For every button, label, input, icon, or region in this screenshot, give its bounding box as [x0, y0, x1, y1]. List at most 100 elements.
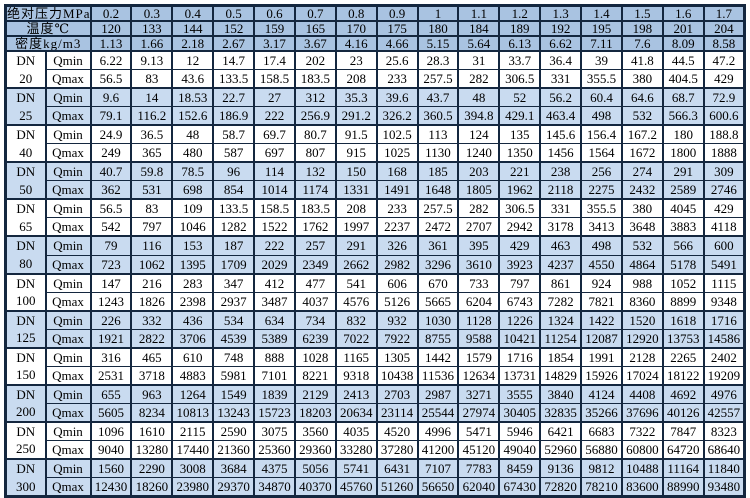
pressure-value-cell: 1.4 [580, 4, 623, 22]
qmax-value-cell: 429 [702, 69, 746, 90]
qmax-value-cell: 362 [89, 180, 133, 201]
density-value-cell: 4.66 [375, 35, 419, 52]
qmin-value-cell: 256 [580, 161, 623, 182]
qmin-value-cell: 36.5 [130, 124, 174, 145]
dn-size-label: 300 [16, 478, 36, 494]
density-row-label: 密度kg/m3 [4, 35, 92, 52]
qmax-value-cell: 116.2 [130, 106, 174, 127]
dn-prefix-label: DN [16, 90, 36, 106]
qmax-value-cell: 2531 [89, 365, 133, 386]
qmin-value-cell: 69.7 [253, 124, 296, 145]
qmin-value-cell: 79 [89, 235, 133, 256]
qmin-value-cell: 5946 [498, 420, 542, 441]
dn250-qmin-row: DN 250 Qmin 1096 1610 2115 2590 3075 3560 4035 452… [4, 420, 746, 461]
qmax-value-cell: 1648 [416, 180, 460, 201]
qmax-value-cell: 2822 [130, 328, 174, 349]
qmin-value-cell: 208 [334, 198, 378, 219]
qmin-value-cell: 203 [457, 161, 501, 182]
qmin-value-cell: 158.5 [253, 198, 296, 219]
qmin-value-cell: 216 [130, 272, 174, 293]
qmax-value-cell: 542 [89, 217, 133, 238]
temperature-value-cell: 189 [498, 20, 542, 37]
qmax-value-cell: 30405 [498, 402, 542, 423]
qmax-value-cell: 158.5 [253, 69, 296, 90]
qmax-value-cell: 18203 [293, 402, 337, 423]
qmin-value-cell: 3271 [457, 383, 501, 404]
qmin-value-cell: 932 [375, 309, 419, 330]
dn-prefix-label: DN [16, 461, 36, 477]
pressure-header-row: 绝对压力MPa 0.2 0.3 0.4 0.5 0.6 0.7 0.8 0.9 1 1.1 1.2 1.… [4, 4, 746, 22]
qmin-value-cell: 56.5 [89, 198, 133, 219]
qmax-value-cell: 2662 [334, 254, 378, 275]
qmin-value-cell: 1052 [661, 272, 705, 293]
qmin-value-cell: 316 [89, 346, 133, 367]
dn-size-label: 50 [19, 181, 33, 197]
qmin-value-cell: 153 [171, 235, 215, 256]
density-value-cell: 4.16 [334, 35, 378, 52]
dn-size-label: 150 [16, 367, 36, 383]
qmax-value-cell: 5389 [253, 328, 296, 349]
qmax-value-cell: 7101 [253, 365, 296, 386]
qmax-value-cell: 4883 [171, 365, 215, 386]
qmax-value-cell: 10438 [375, 365, 419, 386]
qmin-value-cell: 331 [539, 198, 582, 219]
density-value-cell: 2.67 [212, 35, 255, 52]
dn200-qmax-row: Qmax 5605 8234 10813 13243 15723 18203 20634 231… [6, 402, 746, 423]
qmin-value-cell: 1096 [89, 420, 133, 441]
qmax-value-cell: 355.5 [580, 69, 623, 90]
qmax-value-cell: 67430 [498, 476, 542, 498]
dn100-qmax-row: Qmax 1243 1826 2398 2937 3487 4037 4576 5126 5665… [6, 291, 746, 312]
qmax-value-cell: 49040 [498, 439, 542, 461]
qmax-value-cell: 2237 [375, 217, 419, 238]
qmin-value-cell: 4045 [661, 198, 705, 219]
qmin-value-cell: 183.5 [293, 198, 337, 219]
dn65-qmin-row: DN 65 Qmin 56.5 83 109 133.5 158.5 183.5 208 233 25… [4, 198, 746, 238]
qmax-value-cell: 1456 [539, 143, 582, 164]
dn40-qmin-row: DN 40 Qmin 24.9 36.5 48 58.7 69.7 80.7 91.5 102.5 1… [4, 124, 746, 164]
pressure-value-cell: 1.5 [620, 4, 664, 22]
qmax-value-cell: 1826 [130, 291, 174, 312]
qmax-value-cell: 566.3 [661, 106, 705, 127]
qmin-value-cell: 132 [293, 161, 337, 182]
qmin-value-cell: 6.22 [89, 50, 133, 71]
qmin-value-cell: 566 [661, 235, 705, 256]
qmax-value-cell: 1350 [498, 143, 542, 164]
qmin-value-cell: 257 [293, 235, 337, 256]
qmax-value-cell: 1709 [212, 254, 255, 275]
qmax-value-cell: 587 [212, 143, 255, 164]
qmax-value-cell: 1240 [457, 143, 501, 164]
temperature-value-cell: 201 [661, 20, 705, 37]
qmin-value-cell: 168 [375, 161, 419, 182]
qmin-value-cell: 52 [498, 87, 542, 108]
density-value-cell: 6.62 [539, 35, 582, 52]
qmin-value-cell: 116 [130, 235, 174, 256]
dn80-qmin-row: DN 80 Qmin 79 116 153 187 222 257 291 326 361 395 429… [4, 235, 746, 275]
qmax-label-cell: Qmax [44, 476, 92, 498]
dn-prefix-label: DN [16, 312, 36, 328]
qmin-label-cell: Qmin [44, 346, 92, 367]
qmax-value-cell: 33280 [334, 439, 378, 461]
dn50-qmax-row: Qmax 362 531 698 854 1014 1174 1331 1491 1648 1805… [6, 180, 746, 201]
pressure-value-cell: 0.6 [253, 4, 296, 22]
qmax-value-cell: 480 [171, 143, 215, 164]
qmin-value-cell: 226 [89, 309, 133, 330]
pressure-value-cell: 0.5 [212, 4, 255, 22]
qmax-value-cell: 2472 [416, 217, 460, 238]
qmax-value-cell: 11536 [416, 365, 460, 386]
qmax-value-cell: 12087 [580, 328, 623, 349]
qmax-value-cell: 257.5 [416, 69, 460, 90]
qmin-label-cell: Qmin [44, 458, 92, 479]
qmax-value-cell: 12430 [89, 476, 133, 498]
qmax-value-cell: 1762 [293, 217, 337, 238]
qmax-value-cell: 1130 [416, 143, 460, 164]
dn-prefix-label: DN [16, 275, 36, 291]
qmin-value-cell: 2115 [171, 420, 215, 441]
qmin-value-cell: 9.13 [130, 50, 174, 71]
qmax-value-cell: 9588 [457, 328, 501, 349]
qmin-label-cell: Qmin [44, 272, 92, 293]
qmax-value-cell: 10421 [498, 328, 542, 349]
qmax-label-cell: Qmax [44, 402, 92, 423]
pressure-value-cell: 1.6 [661, 4, 705, 22]
qmin-value-cell: 2290 [130, 458, 174, 479]
pressure-value-cell: 0.2 [89, 4, 133, 22]
